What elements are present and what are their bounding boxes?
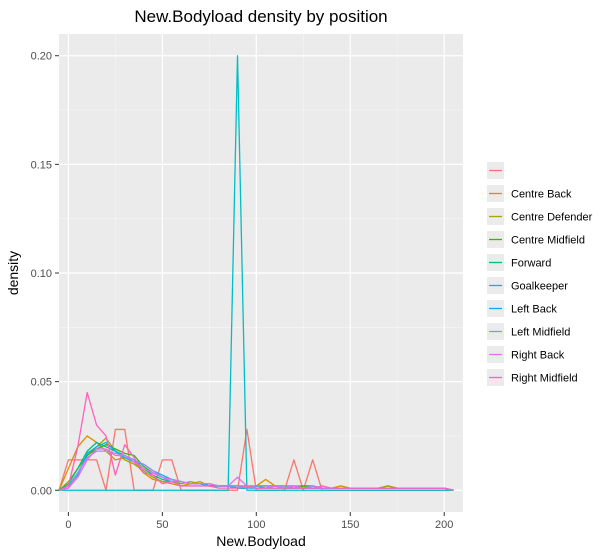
legend-label: Forward xyxy=(511,258,551,270)
y-tick-label: 0.00 xyxy=(31,485,52,497)
y-tick-label: 0.10 xyxy=(31,268,52,280)
x-tick-label: 0 xyxy=(65,519,71,531)
x-tick-label: 100 xyxy=(247,519,265,531)
legend-label: Right Back xyxy=(511,350,565,362)
series-line-goalkeeper xyxy=(59,55,454,491)
series-lines xyxy=(58,55,454,491)
legend-label: Centre Defender xyxy=(511,212,593,224)
x-tick-label: 200 xyxy=(435,519,453,531)
x-axis-title: New.Bodyload xyxy=(216,533,306,549)
y-tick-label: 0.05 xyxy=(31,377,52,389)
legend-label: Centre Back xyxy=(511,189,572,201)
series-line-right-midfield xyxy=(58,391,454,491)
legend-label: Goalkeeper xyxy=(511,281,568,293)
x-tick-label: 150 xyxy=(341,519,359,531)
x-tick-label: 50 xyxy=(156,519,168,531)
legend: Centre Back Centre Defender Centre Midfiel… xyxy=(487,162,593,386)
legend-label: Centre Midfield xyxy=(511,235,585,247)
y-tick-label: 0.15 xyxy=(31,159,52,171)
legend-label: Left Midfield xyxy=(511,327,570,339)
legend-label: Right Midfield xyxy=(511,373,578,385)
legend-label: Left Back xyxy=(511,304,557,316)
y-axis-title: density xyxy=(5,251,21,295)
chart-title: New.Bodyload density by position xyxy=(134,7,387,26)
axes: 0 50 100 150 200 0.00 0.05 0.10 0.15 0.20 xyxy=(31,51,454,531)
y-tick-label: 0.20 xyxy=(31,51,52,63)
